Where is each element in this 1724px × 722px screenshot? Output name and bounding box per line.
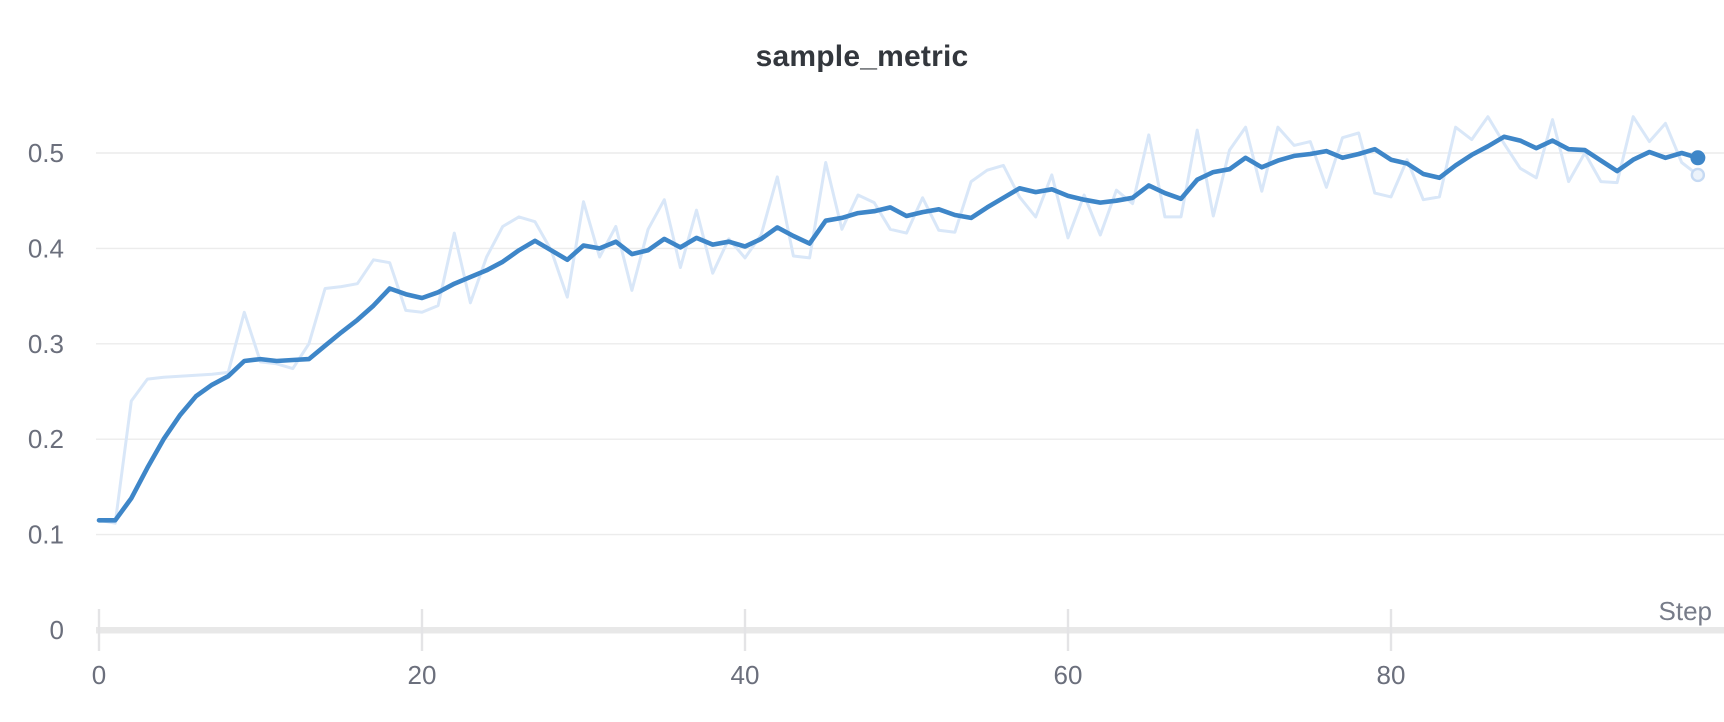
y-tick-label: 0.5 <box>28 138 64 168</box>
y-tick-label: 0.4 <box>28 233 64 263</box>
x-tick-label: 60 <box>1054 660 1083 690</box>
y-tick-label: 0.3 <box>28 329 64 359</box>
raw-endpoint-ring <box>1690 167 1706 183</box>
x-axis-bar <box>96 627 1724 634</box>
smoothed-endpoint-dot <box>1690 150 1706 166</box>
x-tick-label: 80 <box>1377 660 1406 690</box>
y-tick-label: 0.1 <box>28 520 64 550</box>
y-tick-label: 0.2 <box>28 424 64 454</box>
x-axis-title: Step <box>1659 596 1713 626</box>
chart-title: sample_metric <box>755 40 969 73</box>
x-tick-label: 40 <box>731 660 760 690</box>
x-tick-label: 0 <box>92 660 106 690</box>
y-tick-label: 0 <box>50 615 64 645</box>
raw-series-line <box>97 115 1700 525</box>
x-tick-label: 20 <box>408 660 437 690</box>
smoothed-series-line <box>96 134 1701 523</box>
